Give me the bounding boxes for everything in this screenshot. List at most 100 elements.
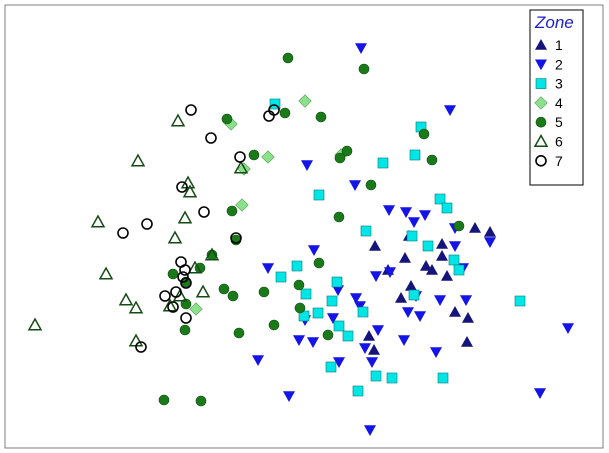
legend-label-zone-4: 4	[555, 95, 563, 111]
data-point-zone-5	[426, 154, 438, 166]
data-point-zone-3	[437, 372, 449, 384]
data-point-zone-3	[313, 189, 325, 201]
data-point-zone-2	[366, 357, 378, 368]
data-point-zone-7	[117, 227, 129, 239]
data-point-zone-3	[448, 254, 460, 266]
data-point-zone-3	[406, 230, 418, 242]
data-point-zone-2	[262, 263, 274, 274]
legend-marker-zone-6	[533, 133, 549, 148]
legend-marker-zone-4	[534, 96, 548, 110]
data-point-zone-3	[357, 306, 369, 318]
data-point-zone-7	[268, 104, 280, 116]
data-point-zone-5	[248, 149, 260, 161]
legend-label-zone-2: 2	[555, 56, 563, 72]
data-point-zone-3	[291, 260, 303, 272]
data-point-zone-2	[293, 335, 305, 346]
data-point-zone-2	[327, 313, 339, 324]
data-point-zone-1	[368, 344, 380, 355]
data-point-zone-5	[365, 179, 377, 191]
data-point-zone-3	[453, 264, 465, 276]
legend-label-zone-6: 6	[555, 134, 563, 150]
data-point-zone-2	[301, 160, 313, 171]
data-point-zone-2	[444, 105, 456, 116]
data-point-zone-1	[436, 238, 448, 249]
data-point-zone-2	[534, 388, 546, 399]
data-point-zone-7	[230, 232, 242, 244]
data-point-zone-2	[384, 267, 396, 278]
data-point-zone-3	[352, 385, 364, 397]
data-point-zone-3	[408, 289, 420, 301]
data-point-zone-2	[484, 237, 496, 248]
data-point-zone-1	[399, 252, 411, 263]
legend-marker-zone-5	[535, 116, 547, 128]
data-point-zone-5	[358, 63, 370, 75]
data-point-zone-2	[434, 295, 446, 306]
data-point-zone-2	[332, 285, 344, 296]
data-point-zone-1	[462, 312, 474, 323]
data-point-zone-6	[233, 160, 249, 174]
data-point-zone-5	[258, 286, 270, 298]
data-point-zone-6	[27, 317, 43, 331]
data-point-zone-6	[187, 260, 203, 274]
data-point-zone-6	[90, 214, 106, 228]
legend-label-zone-7: 7	[555, 153, 563, 169]
data-point-zone-1	[461, 336, 473, 347]
data-point-zone-5	[282, 52, 294, 64]
data-point-zone-6	[170, 113, 186, 127]
data-point-zone-7	[179, 264, 191, 276]
data-point-zone-7	[135, 341, 147, 353]
data-point-zone-1	[436, 250, 448, 261]
data-point-zone-3	[409, 149, 421, 161]
data-point-zone-2	[355, 43, 367, 54]
legend-marker-zone-1	[535, 39, 547, 50]
data-point-zone-5	[218, 283, 230, 295]
legend-label-zone-3: 3	[555, 76, 563, 92]
data-point-zone-2	[307, 337, 319, 348]
data-point-zone-7	[180, 312, 192, 324]
data-point-zone-1	[405, 280, 417, 291]
data-point-zone-5	[294, 302, 306, 314]
data-points	[27, 43, 574, 436]
data-point-zone-1	[426, 264, 438, 275]
data-point-zone-6	[177, 210, 193, 224]
data-point-zone-3	[386, 372, 398, 384]
data-point-zone-2	[370, 271, 382, 282]
data-point-zone-5	[333, 211, 345, 223]
data-point-zone-3	[370, 370, 382, 382]
data-point-zone-7	[177, 271, 189, 283]
data-point-zone-6	[128, 300, 144, 314]
data-point-zone-5	[227, 290, 239, 302]
data-point-zone-3	[333, 320, 345, 332]
data-point-zone-7	[205, 132, 217, 144]
legend-title: Zone	[534, 13, 574, 32]
data-point-zone-6	[204, 247, 220, 261]
data-point-zone-2	[430, 347, 442, 358]
data-point-zone-3	[312, 307, 324, 319]
data-point-zone-7	[141, 218, 153, 230]
data-point-zone-1	[369, 240, 381, 251]
legend-label-zone-1: 1	[555, 37, 563, 53]
data-point-zone-3	[422, 240, 434, 252]
data-point-zone-7	[170, 286, 182, 298]
data-point-zone-7	[234, 151, 246, 163]
legend-marker-zone-2	[535, 59, 547, 71]
data-point-zone-3	[269, 98, 281, 110]
data-point-zone-6	[118, 292, 134, 306]
data-point-zone-2	[449, 241, 461, 252]
data-point-zone-6	[182, 184, 198, 198]
data-point-zone-2	[333, 357, 345, 368]
data-point-zone-5	[418, 128, 430, 140]
data-point-zone-1	[469, 222, 481, 233]
data-point-zone-3	[300, 288, 312, 300]
data-point-zone-4	[189, 302, 203, 316]
legend-marker-zone-7	[535, 155, 547, 167]
data-point-zone-5	[195, 395, 207, 407]
data-point-zone-3	[441, 202, 453, 214]
data-point-zone-5	[341, 145, 353, 157]
data-point-zone-5	[226, 205, 238, 217]
data-point-zone-2	[372, 325, 384, 336]
data-point-zone-2	[364, 425, 376, 436]
data-point-zone-3	[514, 295, 526, 307]
data-point-zone-2	[349, 180, 361, 191]
